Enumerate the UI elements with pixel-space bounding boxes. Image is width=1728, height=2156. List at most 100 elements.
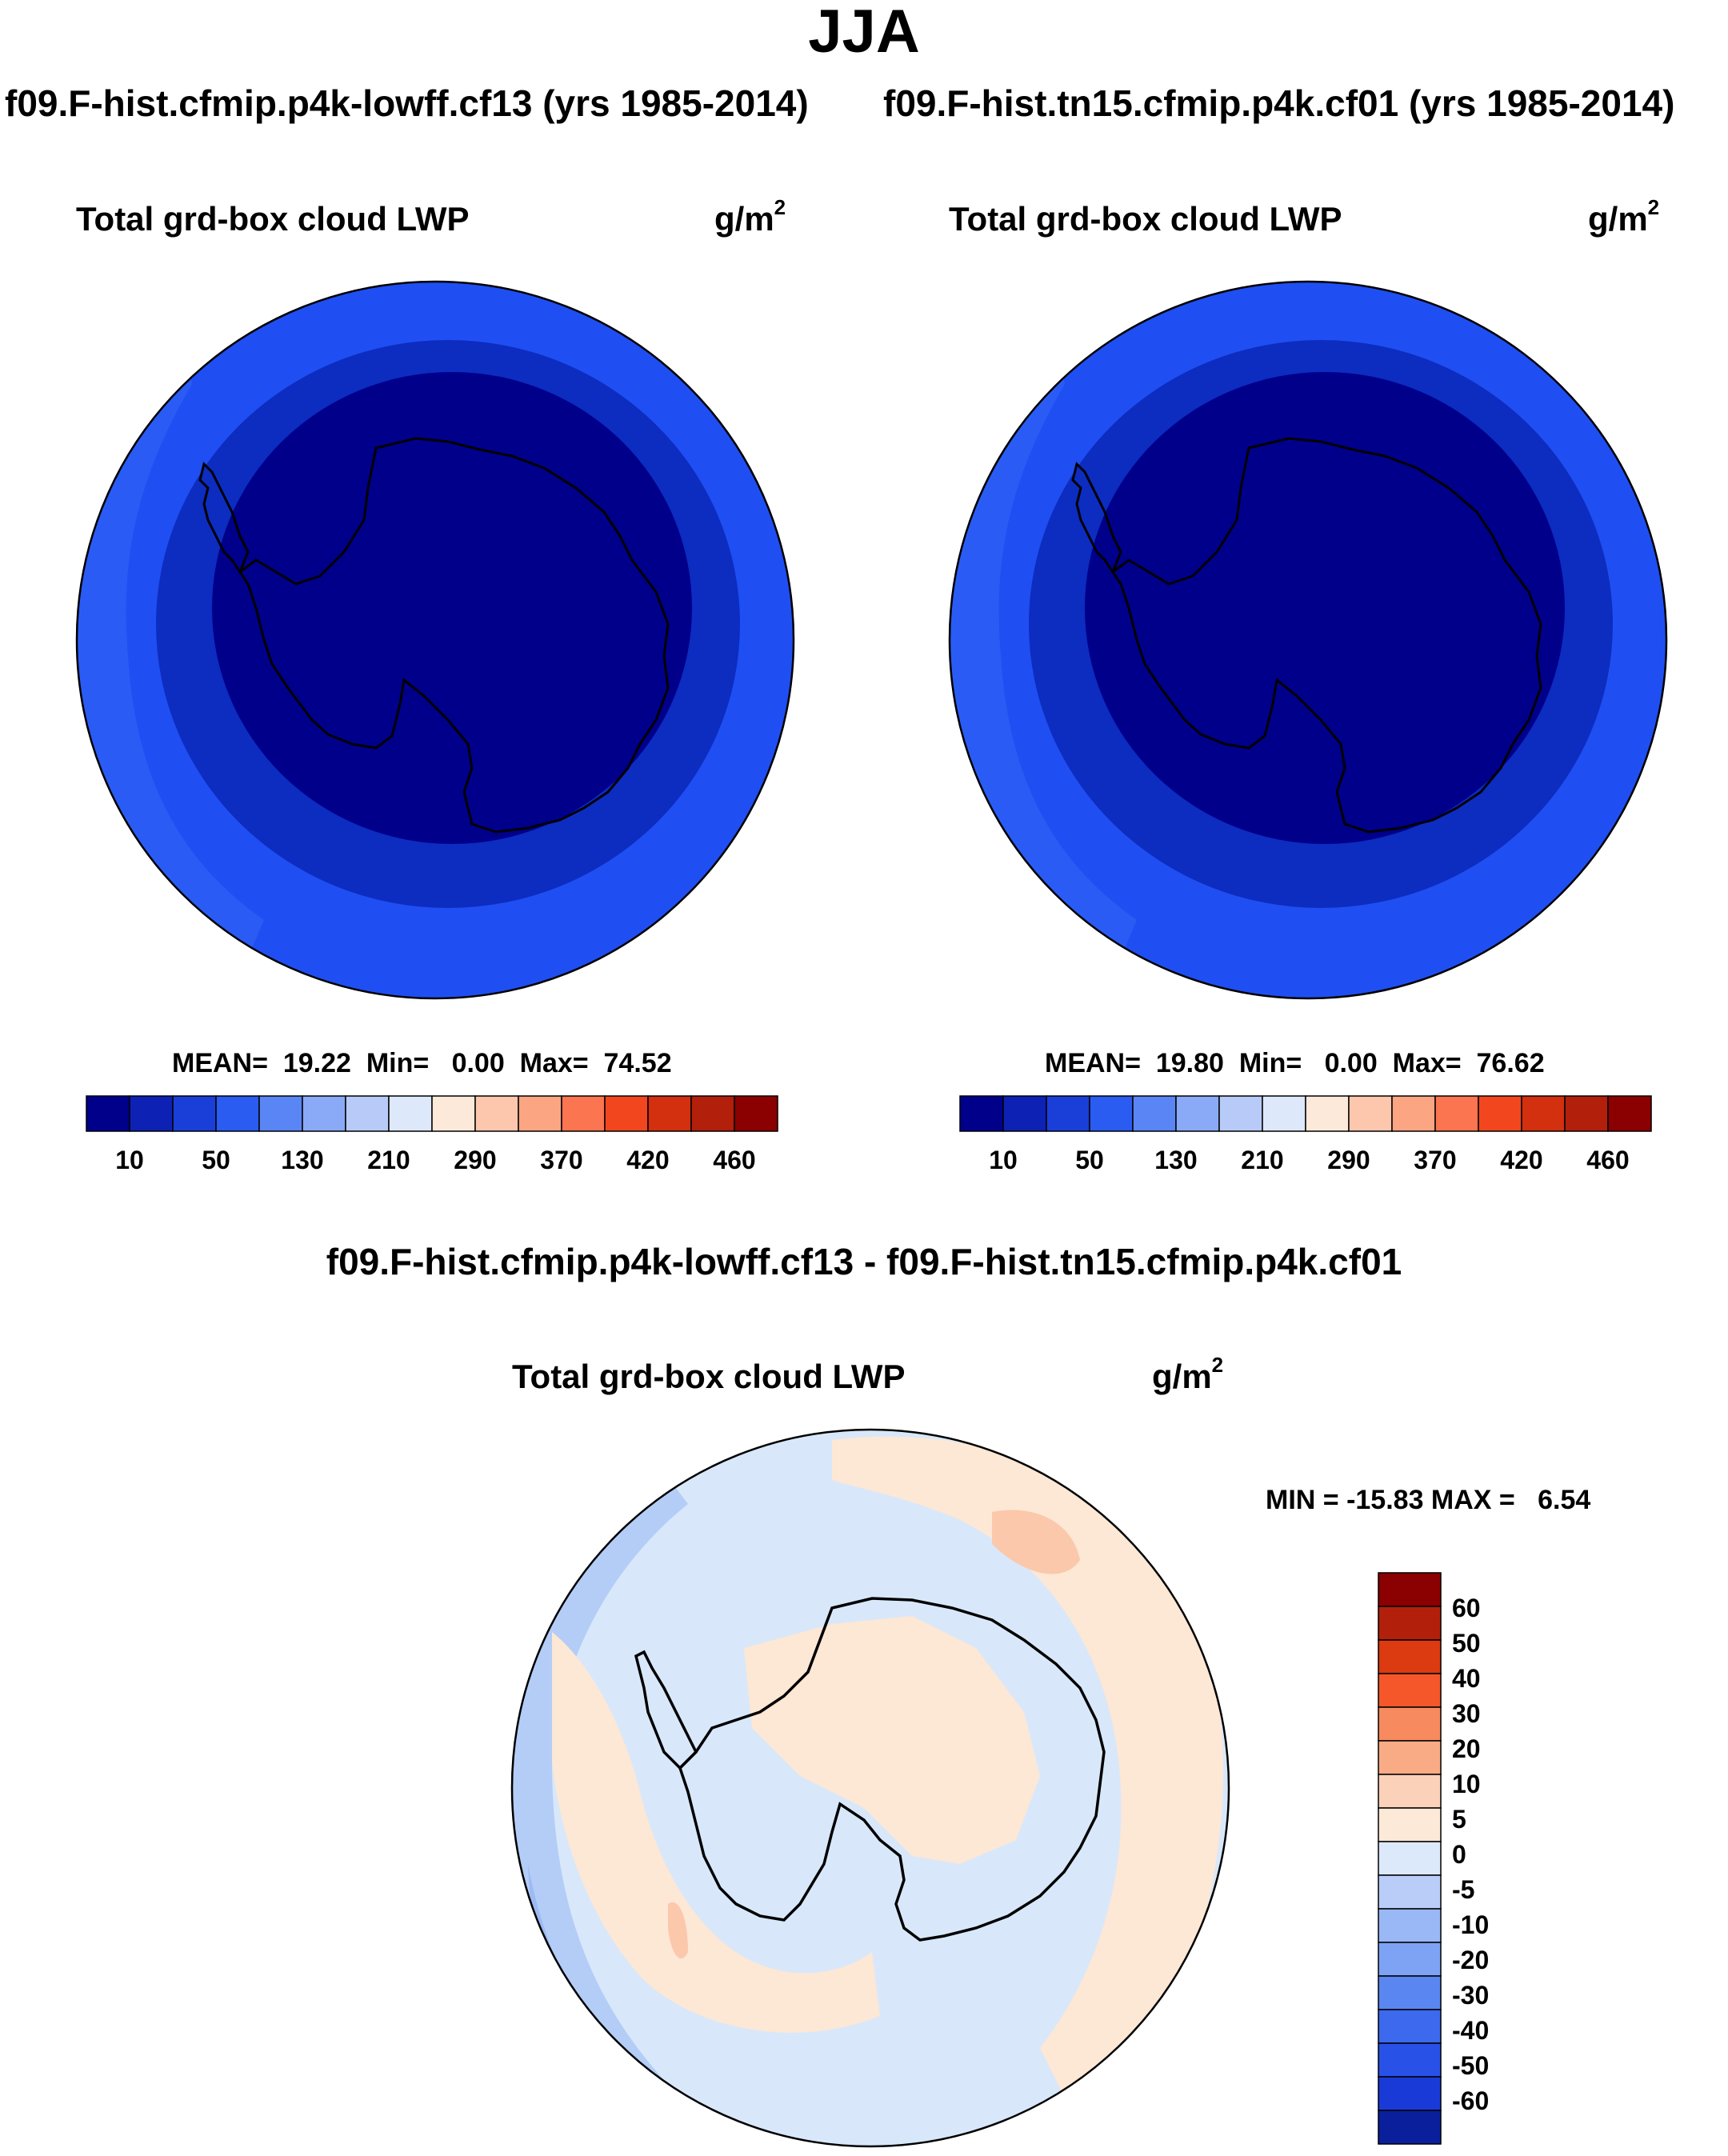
cb-label: 130 bbox=[1154, 1146, 1198, 1174]
diff-colorbar bbox=[1378, 1572, 1442, 2145]
diff-pos-spot2 bbox=[668, 1902, 688, 1959]
cb-label: 460 bbox=[713, 1146, 756, 1174]
diff-neg-west bbox=[512, 1472, 688, 2120]
diff-variable-title: Total grd-box cloud LWP bbox=[512, 1358, 906, 1395]
cb-label: 420 bbox=[626, 1146, 670, 1174]
colorbar-swatch bbox=[129, 1095, 174, 1132]
right-stats: MEAN= 19.80 Min= 0.00 Max= 76.62 bbox=[1045, 1048, 1545, 1078]
cb-label: 420 bbox=[1500, 1146, 1543, 1174]
cb-label: 370 bbox=[1414, 1146, 1457, 1174]
colorbar-swatch bbox=[1378, 1841, 1442, 1876]
cb-label: 5 bbox=[1452, 1805, 1466, 1834]
cb-label: 10 bbox=[1452, 1770, 1481, 1798]
colorbar-swatch bbox=[1002, 1095, 1047, 1132]
colorbar-swatch bbox=[1378, 1606, 1442, 1641]
cb-label: 290 bbox=[1327, 1146, 1370, 1174]
right-variable-title: Total grd-box cloud LWP bbox=[949, 200, 1342, 238]
diff-pos-west bbox=[552, 1632, 880, 2033]
colorbar-swatch bbox=[474, 1095, 519, 1132]
cb-label: -20 bbox=[1452, 1946, 1490, 1974]
colorbar-swatch bbox=[1378, 1639, 1442, 1674]
colorbar-swatch bbox=[1378, 1740, 1442, 1775]
colorbar-swatch bbox=[647, 1095, 692, 1132]
diff-pos-spot1 bbox=[992, 1510, 1080, 1574]
cb-label: -5 bbox=[1452, 1875, 1475, 1904]
colorbar-swatch bbox=[1378, 1908, 1442, 1943]
colorbar-swatch bbox=[431, 1095, 476, 1132]
cb-label: 210 bbox=[367, 1146, 410, 1174]
left-variable-title: Total grd-box cloud LWP bbox=[76, 200, 470, 238]
cb-label: 30 bbox=[1452, 1699, 1481, 1728]
cb-label: 50 bbox=[1075, 1146, 1104, 1174]
diff-colorbar-labels: 60 50 40 30 20 10 5 0 -5 -10 -20 -30 -40… bbox=[1452, 1573, 1532, 2144]
cb-label: 50 bbox=[1452, 1629, 1481, 1658]
colorbar-swatch bbox=[1378, 1942, 1442, 1977]
diff-stats: MIN = -15.83 MAX = 6.54 bbox=[1266, 1485, 1591, 1515]
left-units: g/m2 bbox=[714, 195, 786, 238]
diff-pos-interior bbox=[744, 1616, 1040, 1864]
left-inner-core bbox=[212, 372, 692, 844]
cb-label: 50 bbox=[202, 1146, 230, 1174]
cb-label: -40 bbox=[1452, 2016, 1490, 2045]
left-stats: MEAN= 19.22 Min= 0.00 Max= 74.52 bbox=[172, 1048, 672, 1078]
colorbar-swatch bbox=[1378, 2009, 1442, 2044]
colorbar-swatch bbox=[734, 1095, 778, 1132]
right-colorbar-labels: 10 50 130 210 290 370 420 460 bbox=[960, 1146, 1651, 1178]
cb-label: -60 bbox=[1452, 2086, 1490, 2115]
colorbar-swatch bbox=[1378, 2110, 1442, 2145]
cb-label: -10 bbox=[1452, 1910, 1490, 1939]
colorbar-swatch bbox=[1391, 1095, 1436, 1132]
colorbar-swatch bbox=[86, 1095, 130, 1132]
cb-label: 20 bbox=[1452, 1734, 1481, 1763]
right-units: g/m2 bbox=[1588, 195, 1660, 238]
colorbar-swatch bbox=[1378, 2042, 1442, 2078]
cb-label: 60 bbox=[1452, 1594, 1481, 1622]
main-title: JJA bbox=[808, 0, 920, 66]
right-case-title: f09.F-hist.tn15.cfmip.p4k.cf01 (yrs 1985… bbox=[883, 82, 1675, 124]
cb-label: 40 bbox=[1452, 1664, 1481, 1693]
right-colorbar bbox=[959, 1095, 1652, 1132]
colorbar-swatch bbox=[1564, 1095, 1609, 1132]
colorbar-swatch bbox=[518, 1095, 562, 1132]
cb-label: 10 bbox=[989, 1146, 1018, 1174]
cb-label: -30 bbox=[1452, 1981, 1490, 2010]
right-inner-core bbox=[1085, 372, 1565, 844]
colorbar-swatch bbox=[1378, 1572, 1442, 1607]
colorbar-swatch bbox=[1434, 1095, 1479, 1132]
colorbar-swatch bbox=[1478, 1095, 1522, 1132]
cb-label: 210 bbox=[1241, 1146, 1284, 1174]
colorbar-swatch bbox=[1607, 1095, 1652, 1132]
diff-title: f09.F-hist.cfmip.p4k-lowff.cf13 - f09.F-… bbox=[326, 1241, 1402, 1282]
colorbar-swatch bbox=[302, 1095, 346, 1132]
cb-label: 0 bbox=[1452, 1840, 1466, 1869]
peninsula-left bbox=[198, 462, 250, 575]
colorbar-swatch bbox=[1378, 1975, 1442, 2010]
colorbar-swatch bbox=[1378, 1706, 1442, 1742]
cb-label: 10 bbox=[115, 1146, 144, 1174]
left-colorbar-labels: 10 50 130 210 290 370 420 460 bbox=[86, 1146, 778, 1178]
colorbar-swatch bbox=[345, 1095, 390, 1132]
colorbar-swatch bbox=[1378, 1673, 1442, 1708]
left-case-title: f09.F-hist.cfmip.p4k-lowff.cf13 (yrs 198… bbox=[5, 82, 809, 124]
left-colorbar bbox=[86, 1095, 778, 1132]
peninsula-diff bbox=[634, 1650, 698, 1770]
cb-label: 290 bbox=[454, 1146, 497, 1174]
colorbar-swatch bbox=[1089, 1095, 1134, 1132]
cb-label: 130 bbox=[281, 1146, 324, 1174]
diff-pos-east bbox=[832, 1436, 1224, 2096]
diff-units: g/m2 bbox=[1152, 1353, 1224, 1395]
cb-label: -50 bbox=[1452, 2051, 1490, 2080]
cb-label: 370 bbox=[540, 1146, 583, 1174]
peninsula-right bbox=[1071, 462, 1122, 575]
colorbar-swatch bbox=[258, 1095, 303, 1132]
colorbar-swatch bbox=[1262, 1095, 1306, 1132]
colorbar-swatch bbox=[1378, 1807, 1442, 1842]
colorbar-swatch bbox=[959, 1095, 1004, 1132]
colorbar-swatch bbox=[1378, 1874, 1442, 1910]
colorbar-swatch bbox=[1218, 1095, 1263, 1132]
cb-label: 460 bbox=[1586, 1146, 1630, 1174]
colorbar-swatch bbox=[1521, 1095, 1566, 1132]
